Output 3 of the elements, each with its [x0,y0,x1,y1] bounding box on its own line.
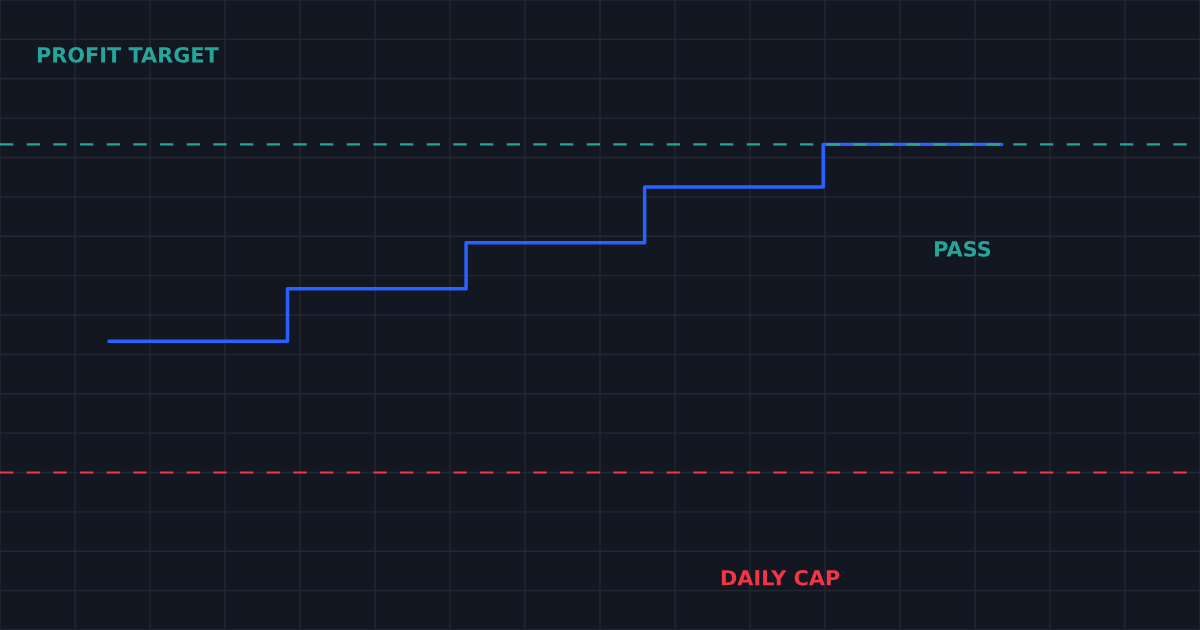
ref-line-label: DAILY CAP [721,569,840,586]
ref-line-label: PROFIT TARGET [37,46,219,63]
annotation: PASS [935,241,991,257]
